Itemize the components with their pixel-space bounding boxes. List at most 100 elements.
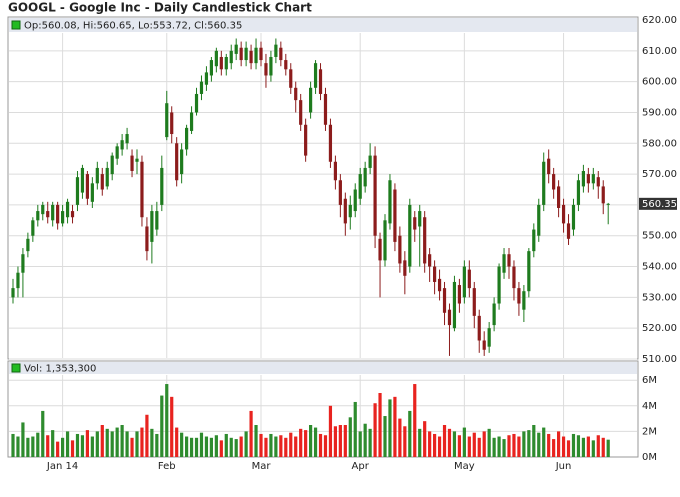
- volume-bar: [517, 436, 521, 457]
- volume-bar: [557, 431, 561, 457]
- y-tick-label: 620.00: [642, 15, 677, 26]
- candle-body: [586, 174, 590, 184]
- legend-swatch: [11, 363, 21, 373]
- volume-bar: [299, 428, 303, 457]
- volume-bar: [532, 425, 536, 457]
- volume-bar: [304, 430, 308, 457]
- volume-bar: [333, 426, 337, 457]
- candle-body: [423, 217, 427, 264]
- y2-tick-label: 2M: [642, 426, 657, 437]
- candle-body: [452, 281, 457, 329]
- candle-body: [36, 211, 40, 221]
- candle-body: [16, 272, 20, 289]
- x-tick-label: Mar: [252, 461, 272, 472]
- candle-body: [606, 203, 610, 205]
- volume-bar: [507, 435, 511, 457]
- candle-body: [507, 254, 511, 267]
- volume-bar: [234, 439, 238, 457]
- x-tick-label: Jan 14: [46, 461, 78, 472]
- volume-bar: [21, 422, 25, 457]
- candle-body: [472, 288, 476, 316]
- volume-bar: [289, 432, 293, 457]
- candle-body: [229, 50, 233, 64]
- volume-bar: [61, 437, 65, 457]
- candle-body: [487, 328, 491, 347]
- candle-body: [437, 278, 442, 292]
- candle-body: [576, 180, 581, 205]
- volume-bar: [294, 436, 298, 457]
- candle-body: [566, 223, 571, 239]
- volume-bar: [194, 437, 199, 457]
- candle-body: [110, 155, 114, 175]
- candle-body: [254, 47, 258, 64]
- candle-body: [561, 204, 566, 224]
- candle-body: [194, 93, 199, 113]
- candle-body: [512, 266, 516, 289]
- volume-bar: [115, 427, 119, 457]
- candle-body: [155, 211, 159, 230]
- candle-body: [75, 177, 80, 205]
- candle-body: [393, 189, 397, 242]
- volume-bar: [95, 431, 99, 457]
- volume-bar: [65, 431, 70, 457]
- volume-bar: [110, 431, 114, 457]
- volume-bar: [462, 427, 466, 457]
- volume-bar: [313, 427, 318, 457]
- candle-body: [21, 254, 25, 273]
- candle-body: [90, 183, 94, 202]
- candle-body: [135, 158, 139, 162]
- candle-body: [284, 60, 288, 70]
- candle-body: [204, 72, 209, 85]
- volume-bar: [204, 436, 209, 457]
- y-tick-label: 610.00: [642, 46, 677, 57]
- candle-body: [224, 56, 228, 70]
- candle-body: [328, 124, 333, 162]
- candle-body: [323, 93, 328, 125]
- candle-body: [542, 161, 546, 205]
- candle-body: [522, 291, 526, 310]
- candle-body: [214, 50, 218, 67]
- volume-bar: [135, 431, 139, 457]
- y-tick-label: 580.00: [642, 138, 677, 149]
- volume-bar: [130, 437, 134, 457]
- candle-body: [552, 174, 556, 190]
- candle-body: [269, 56, 273, 76]
- volume-bar: [348, 417, 352, 457]
- volume-bar: [145, 414, 149, 457]
- volume-bar: [586, 436, 590, 457]
- volume-bar: [31, 436, 35, 457]
- candle-body: [70, 211, 75, 218]
- volume-bar: [214, 435, 218, 457]
- volume-bar: [452, 431, 457, 457]
- volume-bar: [552, 439, 556, 457]
- candle-body: [294, 87, 298, 101]
- candle-body: [368, 155, 372, 168]
- y-tick-label: 520.00: [642, 323, 677, 334]
- candle-body: [259, 47, 263, 61]
- candle-body: [85, 174, 89, 199]
- candle-body: [100, 174, 104, 190]
- volume-bar: [542, 427, 546, 457]
- volume-bar: [596, 435, 600, 457]
- candle-body: [477, 315, 481, 341]
- candle-body: [547, 158, 551, 175]
- volume-bar: [185, 436, 189, 457]
- volume-bar: [403, 426, 407, 457]
- candle-body: [492, 303, 496, 326]
- volume-bar: [41, 410, 45, 457]
- volume-bar: [338, 425, 342, 457]
- candle-body: [383, 220, 387, 261]
- candle-body: [244, 47, 248, 61]
- y-tick-label: 540.00: [642, 262, 677, 273]
- candle-body: [189, 112, 194, 131]
- volume-bar: [274, 436, 278, 457]
- volume-bar: [423, 421, 427, 457]
- candle-body: [46, 211, 50, 218]
- candle-body: [11, 288, 15, 298]
- candle-body: [26, 238, 30, 252]
- price-panel: [7, 16, 639, 360]
- volume-bar: [199, 432, 204, 457]
- candle-body: [264, 63, 268, 76]
- candle-body: [140, 161, 144, 218]
